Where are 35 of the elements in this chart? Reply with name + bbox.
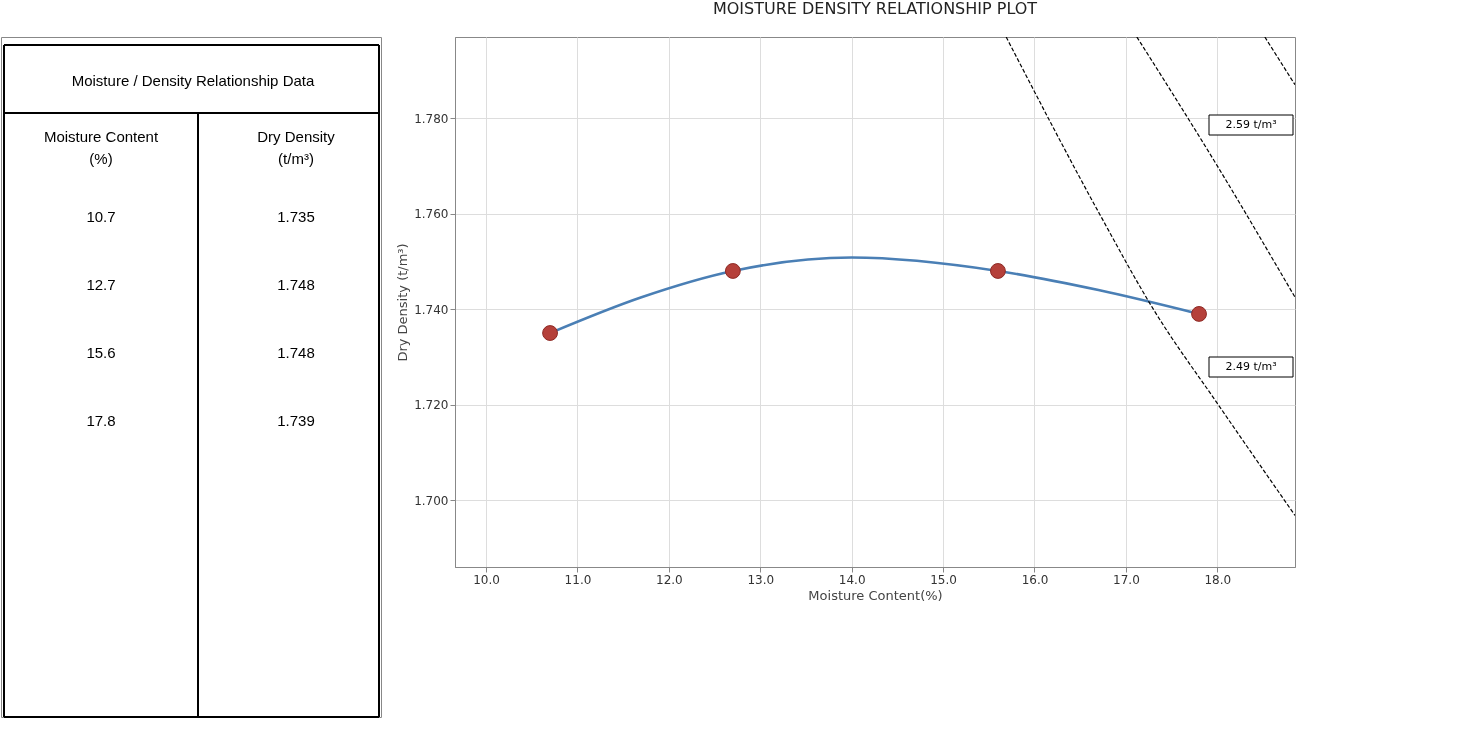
x-tick-label: 11.0 [564,572,592,587]
line-series [1005,37,1295,517]
point [1191,306,1207,322]
x-tick-label: 12.0 [656,572,683,587]
text: 1.748 [277,344,315,361]
annotation: 2.49 t/m³ [1225,360,1277,373]
text: 10.7 [86,208,116,225]
x-tick-label: 16.0 [1021,572,1049,587]
annotation: 2.59 t/m³ [1225,118,1277,131]
y-tick-label: 1.760 [414,207,449,222]
x-tick-label: 18.0 [1204,572,1232,587]
x-tick-label: 15.0 [930,572,957,587]
y-tick-label: 1.700 [414,493,449,508]
x-axis-title: Moisture Content(%) [808,587,943,603]
text: 17.8 [86,412,116,429]
y-tick-label: 1.780 [414,111,449,126]
y-axis-title: Dry Density (t/m³) [395,243,411,362]
x-tick-label: 14.0 [838,572,866,587]
text: Moisture Content (%) [43,128,159,167]
text: 1.735 [277,208,315,225]
y-tick-label: 1.740 [414,302,449,317]
chart-title: MOISTURE DENSITY RELATIONSHIP PLOT [712,0,1038,18]
point [542,325,558,341]
text: 15.6 [86,344,116,361]
text: Moisture / Density Relationship Data [71,72,315,89]
point [990,263,1006,279]
x-tick-label: 17.0 [1113,572,1140,587]
y-tick-label: 1.720 [414,398,449,413]
point [724,263,741,279]
x-tick-label: 13.0 [747,572,775,587]
x-tick-label: 10.0 [473,572,500,587]
text: 12.7 [86,276,116,293]
text: 1.748 [277,276,315,293]
text: 1.739 [277,412,315,429]
text: Dry Density (t/m³) [257,128,336,167]
